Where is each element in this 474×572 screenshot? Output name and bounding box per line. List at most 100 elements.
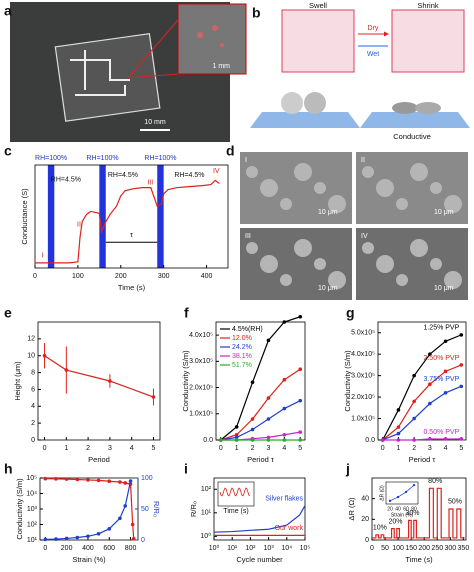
scale-text: 10 μm: [434, 209, 454, 216]
y-axis-label: Conductivity (S/m): [343, 350, 352, 412]
marker: [396, 438, 401, 442]
marker: [282, 432, 287, 437]
y-tick-label: 0: [31, 437, 35, 444]
marker: [412, 399, 416, 404]
marker: [107, 527, 112, 531]
particle: [396, 198, 408, 210]
marker: [266, 417, 271, 421]
marker: [396, 431, 401, 436]
marker: [412, 438, 416, 442]
marker: [282, 377, 287, 382]
marker: [234, 432, 239, 437]
legend-label: 0.50% PVP: [423, 429, 459, 436]
annotation: 50%: [448, 499, 462, 506]
inset-photo: [177, 3, 247, 75]
particle: [294, 163, 312, 181]
inset-label: Time (s): [223, 508, 248, 515]
marker: [96, 532, 101, 536]
legend-label: 2.50% PVP: [423, 355, 459, 362]
series-line: [213, 505, 306, 533]
marker: [459, 333, 464, 337]
particle: [430, 182, 442, 194]
marker: [123, 504, 128, 508]
marker: [443, 437, 448, 441]
band-label: RH=100%: [86, 155, 118, 162]
inset-x-label: Strain (%): [391, 512, 414, 518]
y-tick-label: 10³: [27, 506, 38, 513]
marker: [54, 477, 58, 481]
y-tick-label: 0.0: [365, 437, 375, 444]
x-tick-label: 4: [282, 445, 286, 452]
plot-frame: [34, 164, 229, 269]
scale-text: 10 μm: [318, 209, 338, 216]
y-tick-label: 1.0x10⁵: [351, 415, 375, 422]
y2-tick-label: 100: [141, 475, 153, 482]
y-tick-label: 6: [31, 386, 35, 393]
marker: [266, 338, 271, 343]
x-tick-label: 300: [158, 273, 170, 280]
stage-label: RH=4.5%: [174, 172, 204, 179]
scale-text: 1 mm: [213, 63, 231, 70]
x-tick-label: 200: [61, 545, 73, 552]
phase-label: III: [147, 179, 153, 186]
marker: [131, 536, 136, 541]
x-tick-label: 4: [444, 445, 448, 452]
x-tick-label: 10¹: [227, 545, 238, 552]
marker: [118, 516, 122, 521]
series-line: [220, 368, 301, 441]
x-axis-label: Period: [88, 455, 110, 464]
marker: [64, 536, 69, 541]
marker: [250, 427, 255, 432]
legend-label: Our work: [275, 525, 304, 532]
y-tick-label: 10¹: [27, 537, 38, 544]
x-tick-label: 1: [235, 445, 239, 452]
marker: [234, 438, 239, 442]
marker: [428, 437, 432, 441]
y-tick-label: 2: [31, 420, 35, 427]
y-tick-label: 20: [361, 516, 369, 523]
marker: [234, 425, 239, 429]
y-tick-label: 3.0x10⁵: [189, 358, 213, 365]
particle: [314, 182, 326, 194]
marker: [266, 435, 271, 440]
label: Shrink: [417, 1, 439, 10]
marker: [298, 430, 303, 434]
particle: [260, 179, 278, 197]
plot-frame: [37, 321, 161, 441]
series-line: [45, 478, 135, 539]
x-tick-label: 400: [201, 273, 213, 280]
particle: [246, 166, 258, 178]
x-tick-label: 0: [43, 545, 47, 552]
x-tick-label: 350: [458, 545, 470, 552]
series-line: [382, 438, 462, 441]
x-tick-label: 3: [108, 445, 112, 452]
phase-label: IV: [213, 168, 220, 175]
phase-label: I: [41, 252, 43, 259]
x-tick-label: 0: [370, 545, 374, 552]
marker: [380, 438, 385, 442]
x-tick-label: 2: [251, 445, 255, 452]
y2-axis-label: R/R₀: [152, 501, 161, 517]
plot-frame: [371, 477, 467, 541]
x-tick-label: 100: [392, 545, 404, 552]
panel-label: e: [4, 305, 12, 321]
y-axis-label: Conductivity (S/m): [181, 350, 190, 412]
band: [47, 165, 55, 268]
particle: [328, 271, 346, 289]
x-tick-label: 400: [82, 545, 94, 552]
inset-y-label: ΔR (Ω): [379, 485, 385, 501]
y-tick-label: 4.0x10⁵: [189, 332, 213, 339]
marker: [75, 477, 80, 482]
x-tick-label: 100: [72, 273, 84, 280]
particle: [280, 274, 292, 286]
x-tick-label: 10²: [245, 545, 256, 552]
x-tick-label: 2: [86, 445, 90, 452]
y-axis-label: Height (μm): [13, 361, 22, 401]
marker: [266, 396, 271, 400]
series-line: [44, 355, 154, 398]
y-tick-label: 10⁵: [26, 475, 37, 482]
particle: [444, 271, 462, 289]
particle: [444, 195, 462, 213]
marker: [459, 363, 464, 367]
